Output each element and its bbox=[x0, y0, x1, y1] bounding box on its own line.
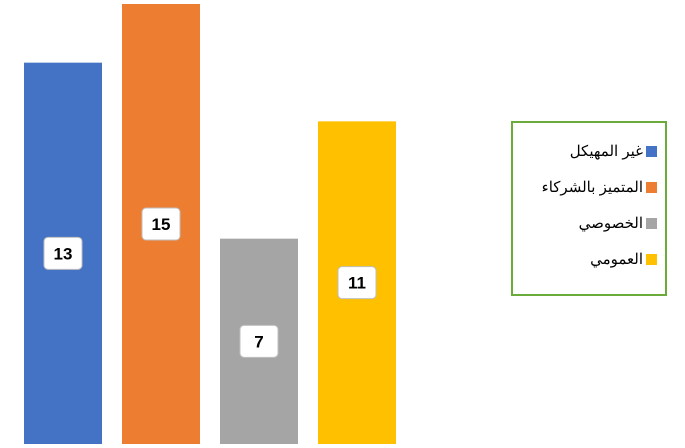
legend-item-private: الخصوصي bbox=[513, 205, 657, 241]
legend-item-unstructured: غير المهيكل bbox=[513, 133, 657, 169]
chart-legend: غير المهيكل المتميز بالشركاء الخصوصي الع… bbox=[511, 121, 667, 296]
data-label-public: 11 bbox=[337, 266, 377, 300]
legend-swatch bbox=[646, 145, 657, 157]
data-label-text: 13 bbox=[54, 244, 73, 263]
data-label-unstructured: 13 bbox=[43, 236, 83, 270]
legend-item-public: العمومي bbox=[513, 241, 657, 277]
data-label-text: 7 bbox=[254, 332, 263, 351]
legend-item-partners: المتميز بالشركاء bbox=[513, 169, 657, 205]
data-label-text: 11 bbox=[348, 274, 366, 293]
data-label-private: 7 bbox=[239, 324, 279, 358]
legend-label: العمومي bbox=[590, 251, 643, 268]
data-label-partners: 15 bbox=[141, 207, 181, 241]
data-label-text: 15 bbox=[152, 215, 171, 234]
legend-label: غير المهيكل bbox=[569, 143, 643, 160]
legend-swatch bbox=[646, 181, 657, 193]
legend-label: الخصوصي bbox=[578, 215, 643, 232]
legend-swatch bbox=[646, 253, 657, 265]
legend-label: المتميز بالشركاء bbox=[541, 179, 643, 196]
legend-swatch bbox=[646, 217, 657, 229]
